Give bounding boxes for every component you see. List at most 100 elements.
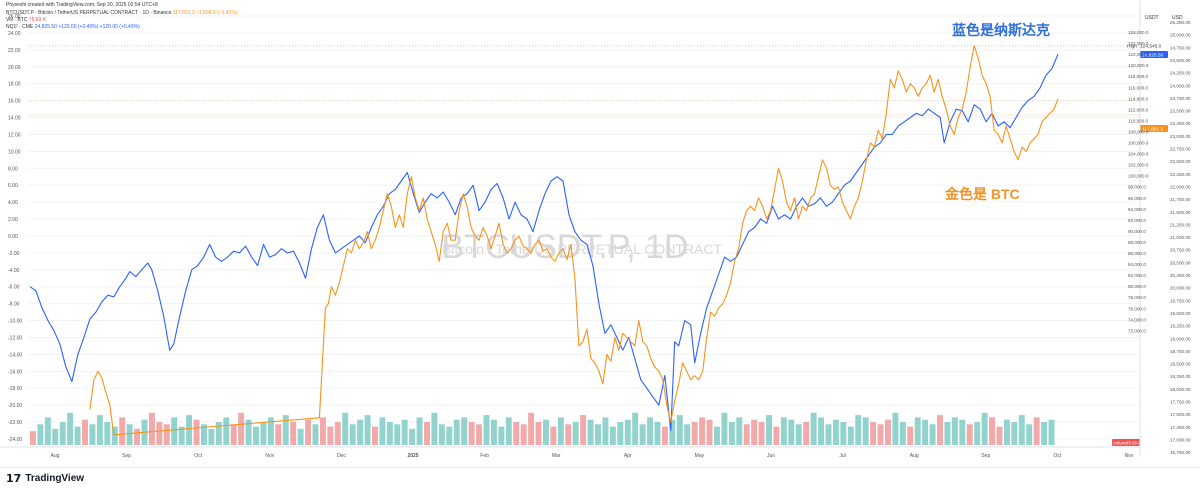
volume-bar <box>914 417 921 445</box>
nq-axis-tick: 24,250.00 <box>1170 71 1191 76</box>
high-value: 124,545.0 <box>1140 44 1162 50</box>
left-axis-tick: -12.00 <box>8 335 22 341</box>
nq-axis-tick: 21,250.00 <box>1170 222 1191 227</box>
btc-axis-tick: 76,000.0 <box>1128 306 1146 311</box>
left-axis-tick: -2.00 <box>8 251 20 257</box>
left-axis-tick: -6.00 <box>8 285 20 291</box>
x-axis-tick: May <box>695 453 705 459</box>
left-axis-tick: -16.00 <box>8 369 22 375</box>
left-axis-tick: 2.00 <box>8 217 18 223</box>
volume-bar <box>974 422 981 445</box>
left-axis-tick: 6.00 <box>8 183 18 189</box>
volume-bar <box>424 422 430 445</box>
btc-axis-tick: 80,000.0 <box>1128 284 1146 289</box>
volume-bar <box>699 417 706 445</box>
left-axis-tick: 18.00 <box>8 82 21 88</box>
nq-axis-tick: 22,750.00 <box>1170 147 1191 152</box>
volume-bar <box>922 419 929 445</box>
btc-axis-tick: 120,000.0 <box>1128 63 1149 68</box>
volume-bar <box>647 417 654 445</box>
vol-line[interactable]: Vol · BTC 75.69 K <box>6 17 46 23</box>
volume-bar <box>282 415 289 445</box>
x-axis-tick: Sep <box>981 453 990 459</box>
volume-bar <box>520 424 527 445</box>
footer-bar: 17 TradingView <box>0 467 1200 488</box>
volume-bar <box>327 426 334 445</box>
nq-axis-tick: 17,250.00 <box>1170 425 1191 430</box>
left-axis-tick: 0.00 <box>8 234 18 240</box>
btc-axis-tick: 72,000.0 <box>1128 328 1146 333</box>
volume-bar <box>156 422 163 445</box>
volume-bar <box>260 422 267 445</box>
volume-bar <box>1041 422 1048 445</box>
volume-bar <box>684 424 691 445</box>
volume-bar <box>126 424 133 445</box>
left-axis-tick: -18.00 <box>8 386 22 392</box>
left-axis-tick: 12.00 <box>8 132 21 138</box>
high-label: High <box>1127 44 1137 50</box>
nq-line-prefix: NQ1! · CME <box>6 24 34 30</box>
btc-axis-tick: 114,000.0 <box>1128 96 1149 101</box>
x-axis-tick: 2025 <box>407 453 418 459</box>
volume-bar <box>275 424 282 445</box>
volume-bar <box>780 417 787 445</box>
symbol-line[interactable]: BTCUSDT.P · Bitcoin / TetherUS PERPETUAL… <box>6 10 238 16</box>
left-axis-tick: 24.00 <box>8 31 21 37</box>
created-by-text: Physeshi created with TradingView.com, S… <box>6 2 158 8</box>
volume-bar <box>981 412 988 445</box>
volume-bar <box>148 412 155 445</box>
volume-bar <box>669 419 676 445</box>
volume-bar <box>996 426 1003 445</box>
btc-price-badge <box>1140 125 1168 132</box>
volume-bar <box>401 419 408 445</box>
volume-bar <box>632 412 639 445</box>
volume-bar <box>885 419 891 445</box>
tradingview-logo[interactable]: 17 TradingView <box>6 472 84 485</box>
nq-axis-tick: 21,000.00 <box>1170 235 1191 240</box>
nq-line[interactable]: NQ1! · CME 24,825.50 +120.00 (+0.49%) +1… <box>6 24 140 30</box>
nq-axis-tick: 18,500.00 <box>1170 362 1191 367</box>
volume-bar <box>431 412 438 445</box>
nq-axis-tick: 19,750.00 <box>1170 298 1191 303</box>
nq-axis-tick: 24,750.00 <box>1170 45 1191 50</box>
left-axis-tick: -8.00 <box>8 302 20 308</box>
tradingview-logo-text: TradingView <box>25 473 85 484</box>
btc-axis-tick: 98,000.0 <box>1128 185 1146 190</box>
nq-axis-tick: 18,250.00 <box>1170 374 1191 379</box>
series-layer <box>29 45 1059 436</box>
volume-bar <box>929 424 936 445</box>
volume-bar <box>223 417 230 445</box>
volume-bar <box>937 415 943 445</box>
volume-bar <box>676 415 683 445</box>
volume-badge <box>1112 439 1140 446</box>
volume-bar <box>714 426 720 445</box>
btc-axis-tick: 82,000.0 <box>1128 273 1146 278</box>
volume-bar <box>1048 419 1055 445</box>
x-axis-tick: Mar <box>552 453 561 459</box>
btc-price-badge-text: 117,651.3 <box>1142 127 1163 133</box>
volume-bar <box>386 422 393 445</box>
volume-bar <box>372 426 378 445</box>
btc-axis-tick: 104,000.0 <box>1128 152 1149 157</box>
volume-bar <box>743 424 750 445</box>
volume-bar <box>476 424 483 445</box>
volume-bar <box>535 422 542 445</box>
left-axis: 26.00 24.00 22.00 20.00 18.00 16.00 14.00 12.00… <box>8 14 22 443</box>
left-axis-tick: -24.00 <box>8 437 22 443</box>
volume-bar <box>409 428 416 445</box>
volume-bar <box>208 428 215 445</box>
left-axis-tick: 16.00 <box>8 99 21 105</box>
volume-bar <box>453 419 460 445</box>
left-axis-tick: -22.00 <box>8 420 22 426</box>
volume-bar <box>134 428 141 445</box>
nq-axis-tick: 22,500.00 <box>1170 159 1191 164</box>
volume-bar <box>96 415 103 445</box>
btc-axis-tick: 112,000.0 <box>1128 107 1149 112</box>
volume-bar <box>1003 419 1010 445</box>
left-axis-tick: 4.00 <box>8 200 18 206</box>
btc-axis-label: USDT <box>1145 15 1159 21</box>
nq-axis-tick: 23,750.00 <box>1170 96 1191 101</box>
volume-bar <box>52 428 59 445</box>
nq-axis-tick: 22,000.00 <box>1170 184 1191 189</box>
